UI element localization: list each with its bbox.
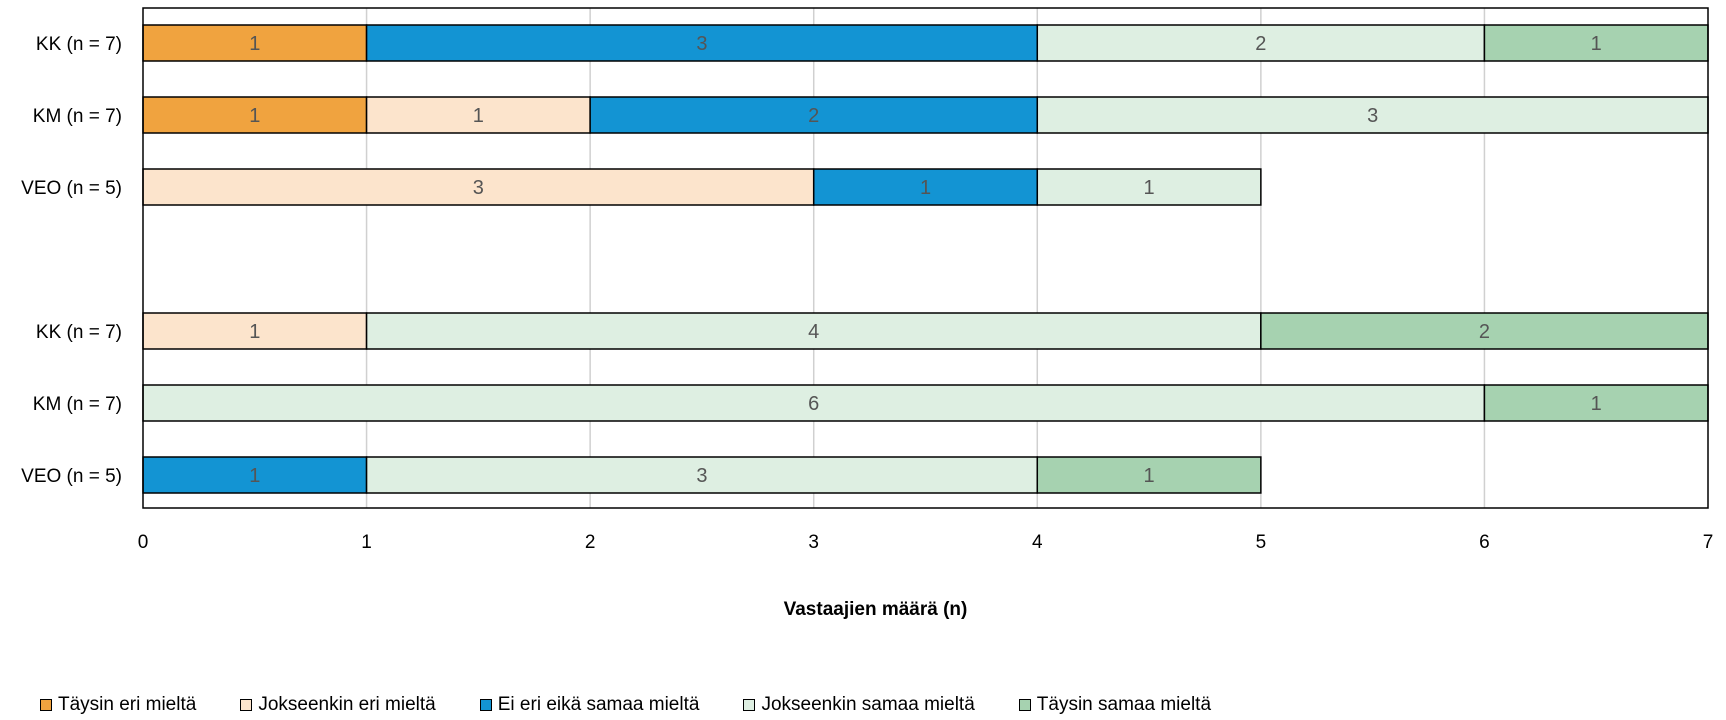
bar-segment [1260, 312, 1709, 350]
x-tick-label: 6 [1479, 532, 1490, 553]
x-tick-label: 3 [808, 532, 819, 553]
bar-data-label: 1 [249, 465, 260, 487]
legend-item: Ei eri eikä samaa mieltä [479, 694, 700, 716]
bar-data-label: 1 [249, 33, 260, 55]
legend-label: Jokseenkin samaa mieltä [761, 694, 975, 715]
x-axis-tick-labels: 0 1 2 3 4 5 6 7 [138, 532, 1714, 553]
bar-segment [365, 312, 1262, 350]
bar-data-label: 4 [808, 321, 819, 343]
bar-segment [365, 96, 591, 134]
legend-item: Jokseenkin eri mieltä [240, 694, 436, 716]
bar-data-label: 6 [808, 393, 819, 415]
legend-swatch [240, 699, 253, 711]
legend-swatch [743, 699, 756, 711]
x-tick-label: 2 [585, 532, 596, 553]
bar-segment [142, 24, 368, 62]
x-tick-label: 0 [138, 532, 149, 553]
y-axis-label: KK (n = 7) [36, 322, 122, 343]
legend-label: Täysin samaa mieltä [1036, 694, 1212, 715]
legend-item: Täysin samaa mieltä [1018, 694, 1212, 716]
legend-swatch [1018, 699, 1031, 711]
plot-frame [142, 7, 1709, 509]
legend: Täysin eri mieltä Jokseenkin eri mieltä Ei… [40, 694, 1255, 716]
bar-segment [589, 96, 1039, 134]
legend-item: Jokseenkin samaa mieltä [743, 694, 975, 716]
bar-segment [142, 96, 368, 134]
bar-segment [1483, 24, 1709, 62]
bar-segment [142, 456, 368, 494]
x-tick-label: 5 [1256, 532, 1267, 553]
bar-data-label: 3 [696, 465, 707, 487]
bar-data-label: 1 [249, 105, 260, 127]
bar-segment [1036, 456, 1262, 494]
bar-data-label: 1 [1591, 393, 1602, 415]
bar-data-label: 2 [1479, 321, 1490, 343]
bar-segment [142, 168, 815, 206]
legend-label: Jokseenkin eri mieltä [258, 694, 436, 715]
x-tick-label: 1 [361, 532, 372, 553]
x-axis-title: Vastaajien määrä (n) [784, 599, 968, 620]
bar-data-label: 3 [1367, 105, 1378, 127]
bar-data-label: 1 [473, 105, 484, 127]
bar-segment [1036, 168, 1262, 206]
bar-data-label: 3 [473, 177, 484, 199]
legend-swatch [479, 699, 492, 711]
legend-label: Täysin eri mieltä [58, 694, 197, 715]
gridlines [365, 8, 1486, 508]
bar-segment [1036, 96, 1709, 134]
bar-data-label: 2 [808, 105, 819, 127]
bars: 1 3 2 1 1 1 2 3 3 1 1 1 4 2 6 1 1 3 1 [142, 24, 1709, 494]
bar-data-label: 1 [249, 321, 260, 343]
y-axis-label: VEO (n = 5) [21, 178, 122, 199]
bar-data-label: 1 [1144, 177, 1155, 199]
bar-data-label: 1 [1591, 33, 1602, 55]
y-axis-label: VEO (n = 5) [21, 466, 122, 487]
bar-data-label: 2 [1255, 33, 1266, 55]
y-axis-label: KM (n = 7) [33, 106, 122, 127]
y-axis-labels: KK (n = 7) KM (n = 7) VEO (n = 5) KK (n = 7… [21, 34, 122, 487]
bar-data-label: 1 [920, 177, 931, 199]
bar-segment [142, 312, 368, 350]
bar-data-label: 3 [696, 33, 707, 55]
y-axis-label: KM (n = 7) [33, 394, 122, 415]
bar-segment [365, 456, 1039, 494]
x-tick-label: 7 [1703, 532, 1714, 553]
bar-data-label: 1 [1144, 465, 1155, 487]
legend-item: Täysin eri mieltä [40, 694, 196, 716]
legend-swatch [40, 699, 52, 711]
legend-label: Ei eri eikä samaa mieltä [497, 694, 700, 715]
x-tick-label: 4 [1032, 532, 1043, 553]
y-axis-label: KK (n = 7) [36, 34, 122, 55]
bar-segment [812, 168, 1039, 206]
